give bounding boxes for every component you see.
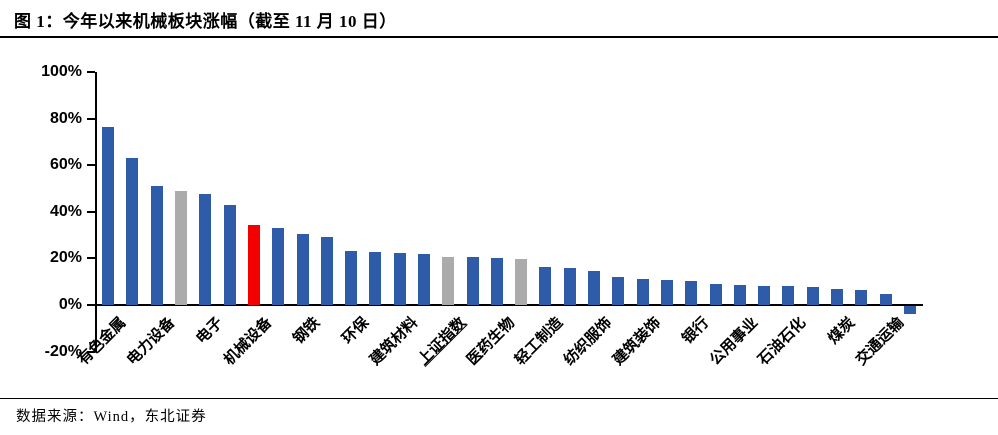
bar (806, 287, 819, 305)
x-axis-label: 纺织服饰 (560, 314, 616, 369)
x-axis-label: 公用事业 (706, 314, 761, 369)
x-axis-label: 银行 (679, 314, 713, 348)
y-axis-tick (87, 257, 95, 260)
bar (466, 257, 479, 305)
title-divider (0, 36, 998, 38)
y-axis-tick (87, 117, 95, 120)
x-axis-label: 建筑装饰 (609, 314, 664, 369)
bar (879, 293, 892, 305)
bar (150, 186, 163, 305)
x-axis-label: 机械设备 (220, 314, 276, 369)
x-axis-label: 医药生物 (463, 314, 519, 369)
bar (660, 280, 673, 305)
y-axis-tick-label: 40% (49, 202, 82, 220)
x-axis-label: 环保 (338, 314, 373, 348)
bar (685, 281, 698, 305)
bar (345, 251, 358, 305)
bar (102, 126, 115, 305)
y-axis-tick (87, 164, 95, 167)
bar (490, 258, 503, 305)
y-axis-tick-label: 20% (49, 249, 82, 267)
y-axis-tick-label: 100% (41, 63, 82, 80)
bar (758, 285, 771, 305)
bar (563, 267, 576, 305)
bar (612, 277, 625, 305)
y-axis-tick (87, 350, 95, 353)
x-axis-label: 电力设备 (123, 314, 178, 369)
bar (636, 278, 649, 305)
bar (369, 252, 382, 305)
y-axis-tick (87, 71, 95, 73)
x-axis-label: 建筑材料 (366, 314, 421, 369)
bar (272, 227, 285, 305)
x-axis-label: 交通运输 (852, 314, 907, 369)
y-axis-tick-label: 0% (58, 296, 82, 313)
bar (733, 284, 746, 305)
source-divider (0, 398, 998, 399)
x-axis-label: 煤炭 (824, 314, 859, 348)
y-axis-tick-label: -20% (44, 342, 82, 360)
y-axis-tick (87, 210, 95, 213)
bar (515, 258, 528, 305)
bar (296, 233, 309, 305)
bar (830, 288, 843, 305)
bar (393, 252, 406, 305)
bar (175, 191, 188, 305)
bar (223, 204, 236, 305)
x-axis-label: 钢铁 (290, 314, 324, 348)
bar (782, 286, 795, 305)
bar (539, 266, 552, 305)
y-axis-tick (87, 304, 95, 306)
bar (442, 256, 455, 305)
x-axis-label: 上证指数 (414, 314, 470, 369)
x-axis-label: 轻工制造 (512, 314, 567, 369)
bar (247, 225, 260, 305)
bar (417, 253, 430, 305)
x-axis-label: 电子 (193, 314, 227, 348)
figure-title: 图 1：今年以来机械板块涨幅（截至 11 月 10 日） (14, 12, 397, 31)
x-axis-baseline (95, 304, 923, 306)
bar (855, 289, 868, 305)
bar (320, 237, 333, 305)
y-axis-line (95, 72, 97, 352)
y-axis-tick-label: 80% (49, 109, 82, 127)
data-source: 数据来源：Wind，东北证券 (16, 409, 207, 425)
bar (199, 194, 212, 305)
bar (126, 158, 139, 305)
y-axis-tick-label: 60% (49, 156, 82, 174)
bar (588, 271, 601, 305)
bar (903, 306, 916, 314)
bar (709, 283, 722, 305)
x-axis-label: 石油石化 (755, 314, 810, 369)
